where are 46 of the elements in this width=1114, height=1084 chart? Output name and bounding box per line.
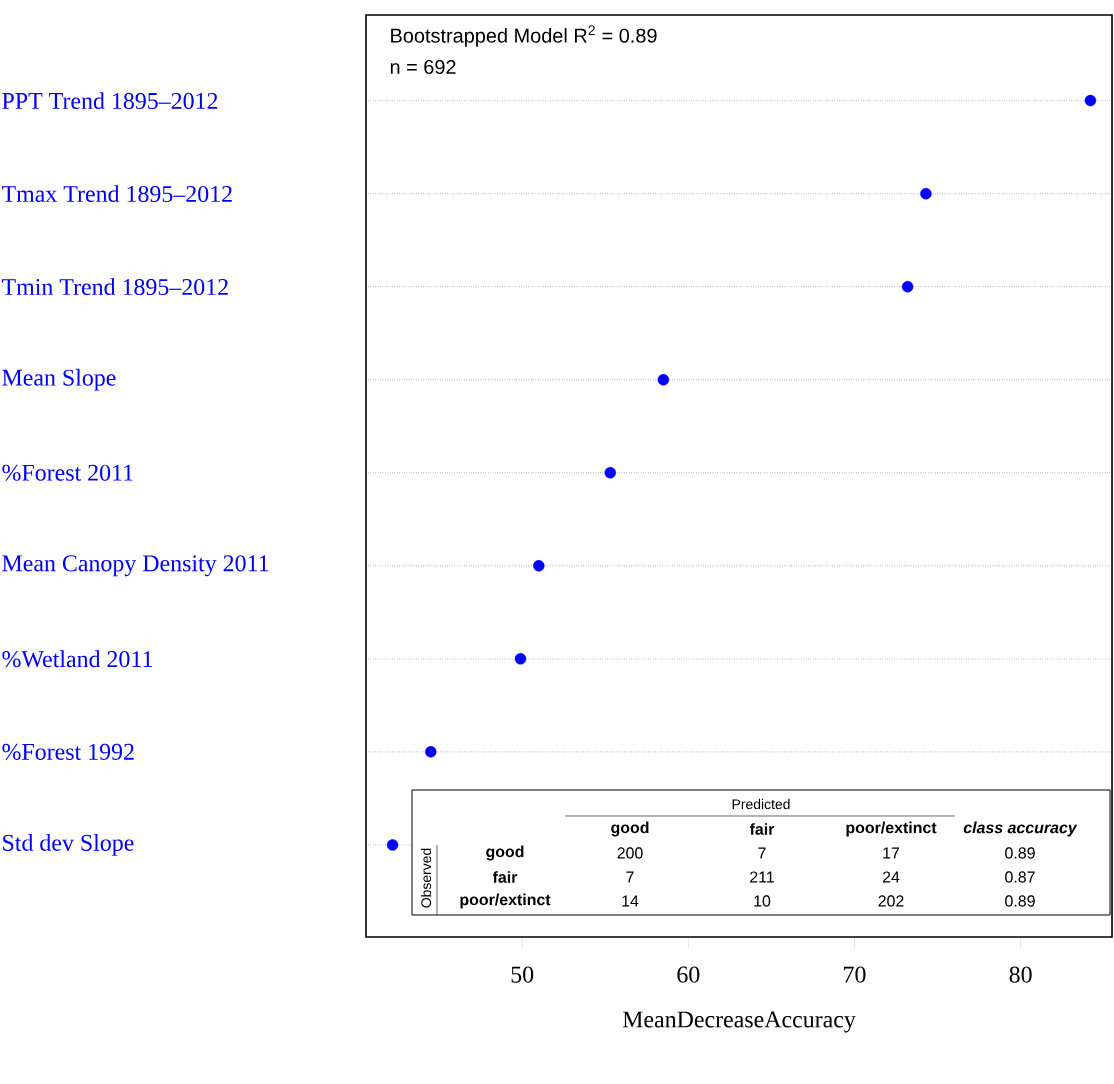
y-tick-label: Std dev Slope: [3, 834, 134, 856]
annotation: 7: [626, 871, 634, 883]
point: [386, 839, 399, 851]
annotation: 7: [758, 847, 766, 859]
x-tick-label: 60: [677, 966, 700, 983]
y-tick-label: %Wetland 2011: [2, 650, 152, 668]
y-tick-label: Mean Slope: [2, 368, 116, 391]
annotation: 0.87: [1005, 871, 1035, 883]
annotation: class accuracy: [963, 821, 1078, 837]
x-tick-label: 80: [1009, 966, 1032, 983]
annotation: good: [486, 845, 524, 861]
y-tick-label: %Forest 1992: [2, 743, 134, 760]
annotation: 17: [883, 847, 900, 859]
x-tick-label: 50: [511, 966, 534, 983]
point: [1084, 94, 1097, 107]
annotation: 0.89: [1005, 847, 1035, 859]
y-tick-label: PPT Trend 1895–2012: [2, 92, 218, 109]
point: [657, 374, 670, 386]
point: [920, 187, 932, 200]
annotation: 0.89: [1005, 895, 1035, 907]
x-axis-title: MeanDecreaseAccuracy: [622, 1011, 856, 1033]
point: [514, 653, 527, 665]
annotation: Bootstrapped Model R$^{2}$ = 0.89: [391, 25, 657, 47]
annotation: 10: [754, 895, 771, 907]
annotation: good: [611, 821, 649, 837]
y-tick-label: Tmin Trend 1895–2012: [1, 278, 228, 296]
annotation: poor/extinct: [460, 893, 551, 909]
x-tick-label: 70: [844, 966, 866, 983]
annotation: Observed: [420, 848, 432, 908]
point: [425, 746, 437, 758]
y-tick-label: %Forest 2011: [2, 464, 133, 481]
annotation: Predicted: [732, 798, 790, 810]
point: [533, 560, 545, 572]
annotation: 211: [750, 871, 774, 883]
annotation: fair: [492, 871, 518, 883]
annotation: poor/extinct: [846, 821, 937, 837]
point: [604, 467, 616, 479]
annotation: 14: [622, 895, 639, 907]
y-tick-label: Tmax Trend 1895–2012: [1, 185, 232, 203]
annotation: 202: [878, 895, 904, 907]
point: [901, 280, 914, 293]
annotation: 200: [617, 847, 643, 859]
y-tick-label: Mean Canopy Density 2011: [2, 555, 269, 577]
annotation: n = 692: [390, 59, 456, 75]
annotation: 24: [882, 871, 900, 883]
annotation: fair: [749, 823, 775, 835]
